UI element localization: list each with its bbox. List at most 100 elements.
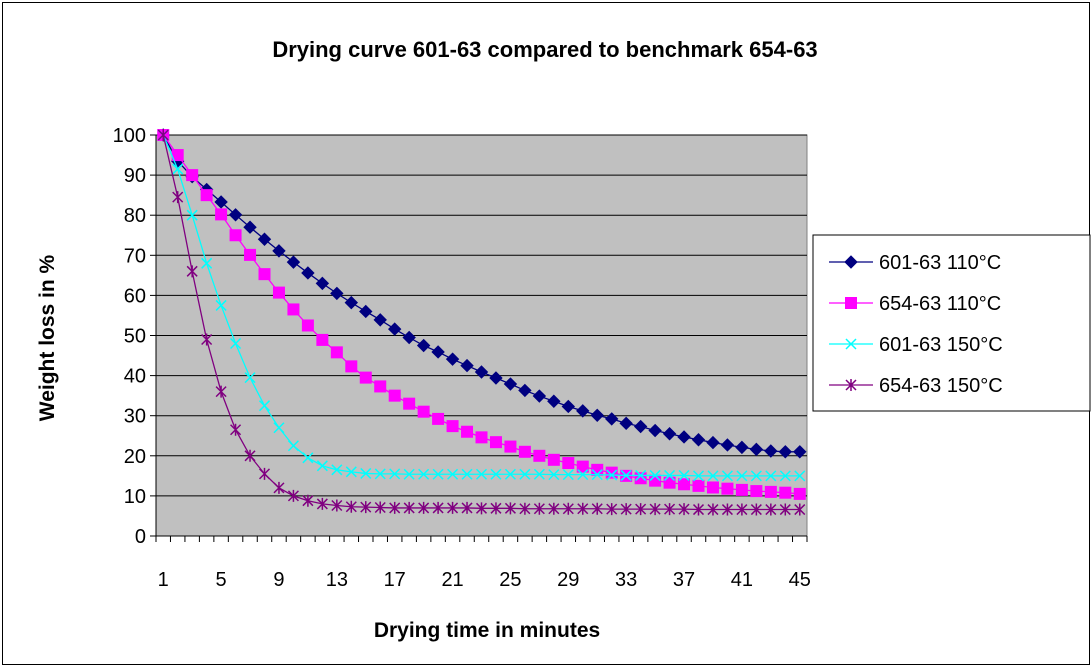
data-point (691, 433, 706, 447)
data-point (678, 503, 690, 516)
data-point (750, 503, 762, 516)
data-point (287, 489, 299, 502)
data-point (201, 333, 213, 346)
data-point (620, 469, 632, 481)
data-point (359, 371, 372, 384)
data-point (172, 191, 184, 204)
data-point (721, 482, 734, 495)
data-point (331, 499, 343, 512)
data-point (403, 397, 416, 410)
data-point (360, 501, 372, 514)
data-point (388, 389, 401, 402)
data-point (749, 442, 764, 457)
data-point (345, 466, 357, 478)
data-point (446, 420, 459, 433)
data-point (301, 266, 315, 280)
data-point (706, 435, 720, 450)
data-point (548, 469, 560, 481)
data-point (418, 468, 430, 480)
data-point (532, 389, 547, 403)
data-point (447, 501, 459, 514)
data-point (779, 486, 792, 499)
data-point (331, 464, 343, 476)
data-point (445, 352, 460, 366)
data-point (736, 470, 748, 482)
data-point (389, 501, 401, 514)
data-point (273, 422, 285, 434)
data-point (432, 501, 444, 514)
data-point (634, 472, 647, 485)
data-point (533, 502, 545, 515)
data-point (373, 313, 387, 327)
data-point (779, 503, 791, 516)
data-point (258, 268, 271, 281)
y-axis-title: Weight loss in % (36, 254, 59, 421)
data-point (475, 431, 488, 444)
plot-area: 0 10 20 30 40 50 60 70 80 90 100 1 5 9 13 17 21 25 29 33 37 4… (113, 125, 811, 591)
data-point (403, 468, 415, 480)
x-tick-label: 21 (441, 569, 463, 591)
data-point (620, 503, 632, 516)
data-point (648, 423, 662, 438)
y-tick-label: 0 (135, 526, 146, 548)
data-point (503, 377, 518, 391)
data-point (316, 460, 328, 472)
data-point (229, 229, 242, 242)
data-point (793, 445, 807, 459)
data-point (721, 470, 733, 482)
data-point (664, 503, 676, 516)
data-point (519, 502, 531, 515)
data-point (461, 501, 473, 514)
legend-label: 601-63 110°C (879, 252, 1001, 274)
data-point (287, 440, 299, 452)
x-tick-label: 33 (615, 569, 637, 591)
legend-label: 601-63 150°C (879, 334, 1003, 356)
data-point (547, 453, 560, 466)
data-point (678, 478, 691, 491)
data-point (200, 189, 213, 202)
legend-label: 654-63 150°C (879, 375, 1003, 397)
data-point (793, 487, 806, 500)
data-point (707, 470, 719, 482)
data-point (794, 503, 806, 516)
data-point (230, 423, 242, 436)
data-point (475, 468, 488, 480)
legend-item: 601-63 150°C (829, 334, 1003, 356)
data-point (215, 385, 227, 398)
data-point (663, 476, 676, 489)
data-point (272, 244, 286, 258)
data-point (387, 322, 402, 336)
data-point (186, 169, 199, 182)
data-point (662, 427, 677, 441)
x-tick-label: 9 (273, 569, 284, 591)
data-point (474, 365, 489, 379)
data-point (432, 468, 444, 480)
y-tick-label: 60 (124, 285, 146, 307)
data-point (243, 220, 257, 234)
data-point (345, 360, 358, 373)
data-point (374, 380, 387, 393)
data-point (403, 501, 415, 514)
legend-item: 601-63 110°C (829, 252, 1001, 274)
data-point (750, 485, 763, 498)
y-tick-label: 30 (124, 406, 146, 428)
data-point (561, 399, 576, 414)
data-point (330, 346, 343, 359)
data-point (416, 338, 431, 353)
x-tick-label: 29 (557, 569, 579, 591)
data-point (475, 502, 488, 515)
data-point (273, 481, 285, 494)
data-point (447, 468, 459, 480)
data-point (765, 503, 777, 516)
data-point (330, 286, 344, 301)
data-point (577, 502, 589, 515)
data-point (461, 425, 474, 438)
data-point (576, 404, 590, 418)
data-point (286, 255, 301, 269)
y-tick-label: 50 (124, 326, 146, 348)
data-point (635, 503, 647, 516)
data-point (518, 383, 532, 398)
data-point (504, 440, 517, 453)
data-point (214, 195, 228, 209)
